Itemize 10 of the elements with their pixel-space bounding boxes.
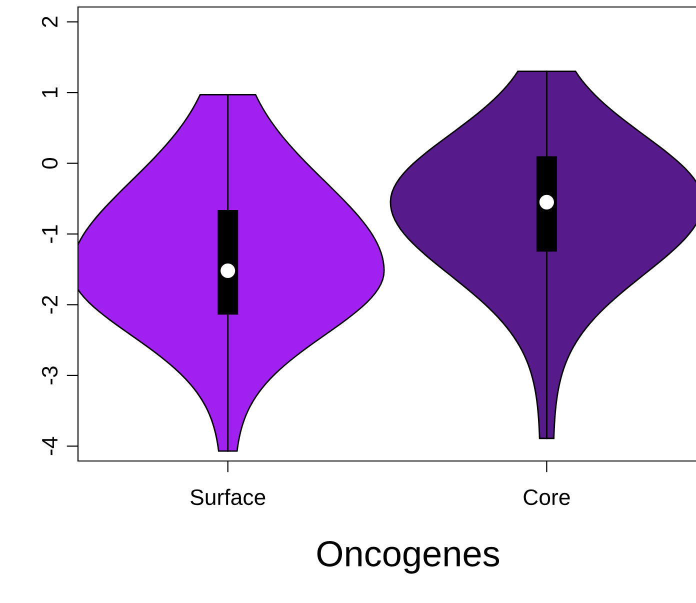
- y-tick-label: -1: [42, 225, 58, 243]
- y-tick-label: -3: [42, 366, 58, 384]
- y-tick-label: -2: [42, 296, 58, 314]
- x-tick-label: Core: [524, 489, 570, 506]
- y-tick-label: 0: [42, 158, 58, 169]
- x-tick-label: Surface: [190, 488, 266, 506]
- y-tick-label: 2: [42, 16, 58, 27]
- y-tick-label: 1: [42, 87, 58, 98]
- x-axis-title: Oncogenes: [317, 541, 500, 574]
- y-tick-label: -4: [42, 436, 58, 456]
